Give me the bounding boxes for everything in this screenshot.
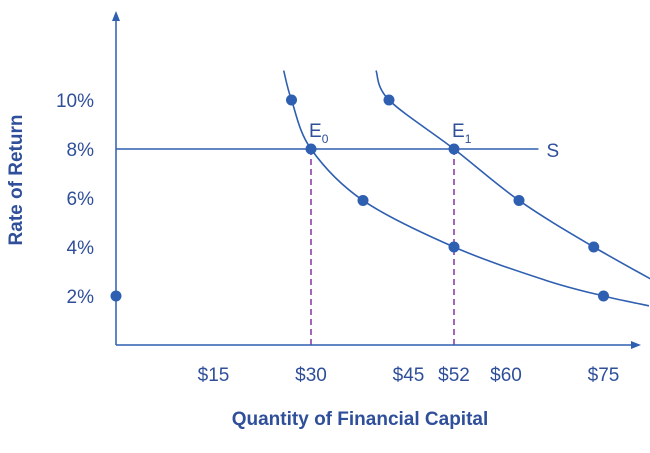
point-d-private-1 <box>305 143 317 155</box>
x-tick-45: $45 <box>393 365 425 386</box>
y-tick-4: 4% <box>67 238 95 259</box>
label-e0: E0 <box>309 121 329 146</box>
curve-d-private <box>282 70 650 307</box>
point-s-0 <box>110 290 122 302</box>
guide-lines <box>310 149 455 345</box>
curves <box>116 70 650 307</box>
point-d-social-2 <box>513 194 525 206</box>
x-tick-15: $15 <box>198 365 230 386</box>
point-d-social-1 <box>448 143 460 155</box>
point-d-social-3 <box>588 241 600 253</box>
y-tick-10: 10% <box>56 91 94 112</box>
curve-labels: DPrivateDSocialSE0E1 <box>309 121 560 162</box>
x-tick-labels: $15$30$45$52$60$75$90 <box>198 365 620 386</box>
x-tick-75: $75 <box>588 365 620 386</box>
curve-d-social <box>375 70 650 280</box>
y-tick-6: 6% <box>67 189 95 210</box>
label-s: S <box>547 141 560 162</box>
x-tick-30: $30 <box>295 365 327 386</box>
point-d-private-0 <box>286 94 297 106</box>
point-d-private-4 <box>598 290 609 302</box>
point-d-private-3 <box>448 241 460 253</box>
y-tick-labels: 2% 4% 6% 8% 10% <box>56 91 94 308</box>
y-tick-8: 8% <box>67 140 95 161</box>
y-tick-2: 2% <box>67 287 95 308</box>
x-tick-60: $60 <box>490 365 522 386</box>
label-e1: E1 <box>452 121 472 146</box>
x-axis-title: Quantity of Financial Capital <box>232 409 489 430</box>
point-d-social-0 <box>383 94 395 106</box>
x-tick-52: $52 <box>438 365 470 386</box>
y-axis-title: Rate of Return <box>6 115 27 246</box>
point-d-private-2 <box>357 194 369 206</box>
data-points <box>110 94 609 302</box>
